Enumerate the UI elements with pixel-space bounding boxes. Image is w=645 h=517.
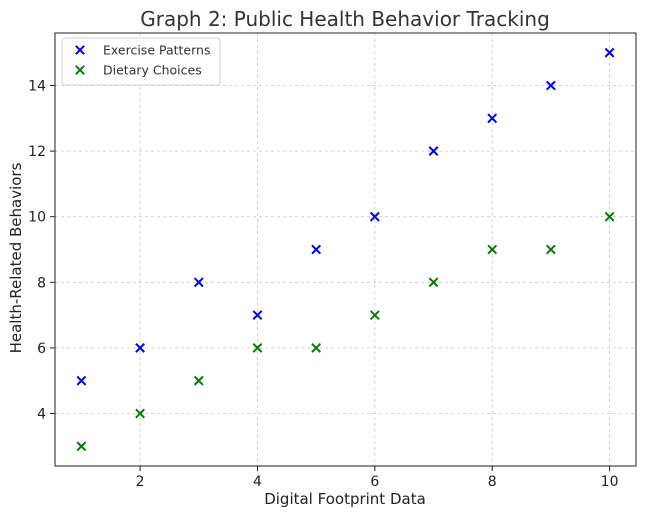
exercise-patterns-point [311, 244, 322, 255]
legend-box [61, 37, 221, 86]
exercise-patterns-point [545, 80, 556, 91]
dietary-choices-point [76, 441, 87, 452]
grid-lines [55, 33, 636, 466]
y-tick-label: 14 [28, 78, 46, 94]
legend-label-dietary-choices: Dietary Choices [103, 63, 202, 78]
dietary-choices-point [604, 211, 615, 222]
exercise-patterns-point [369, 211, 380, 222]
exercise-patterns-point [252, 310, 263, 321]
dietary-choices-point [428, 277, 439, 288]
dietary-choices-point [487, 244, 498, 255]
legend-label-exercise-patterns: Exercise Patterns [103, 43, 210, 58]
x-axis-title: Digital Footprint Data [264, 490, 426, 508]
exercise-patterns-point [604, 47, 615, 58]
dietary-choices-point [545, 244, 556, 255]
axis-ticks: 2 4 6 8 10 4 6 8 10 12 14 [28, 78, 618, 490]
exercise-patterns-point [487, 113, 498, 124]
dietary-choices-point [193, 375, 204, 386]
y-tick-label: 8 [37, 275, 46, 291]
y-tick-label: 6 [37, 341, 46, 357]
y-tick-label: 12 [28, 144, 46, 160]
y-axis-title: Health-Related Behaviors [7, 162, 25, 353]
y-tick-label: 4 [37, 407, 46, 423]
exercise-patterns-point [76, 375, 87, 386]
legend-marker-dietary-choices [75, 65, 85, 75]
dietary-choices-point [369, 310, 380, 321]
x-tick-label: 4 [253, 474, 262, 490]
x-tick-label: 2 [136, 474, 145, 490]
plot-area-frame [54, 32, 637, 467]
dietary-choices-point [311, 343, 322, 353]
chart-title: Graph 2: Public Health Behavior Tracking [140, 7, 550, 31]
data-points [76, 47, 615, 452]
dietary-choices-point [252, 343, 263, 353]
x-tick-label: 10 [601, 474, 619, 490]
legend-marker-exercise-patterns [75, 45, 85, 55]
legend: Exercise Patterns Dietary Choices [61, 37, 221, 86]
exercise-patterns-point [135, 343, 146, 353]
x-tick-label: 8 [488, 474, 497, 490]
exercise-patterns-point [428, 146, 439, 156]
x-tick-label: 6 [370, 474, 379, 490]
dietary-choices-point [135, 408, 146, 419]
exercise-patterns-point [193, 277, 204, 288]
y-tick-label: 10 [28, 210, 46, 226]
